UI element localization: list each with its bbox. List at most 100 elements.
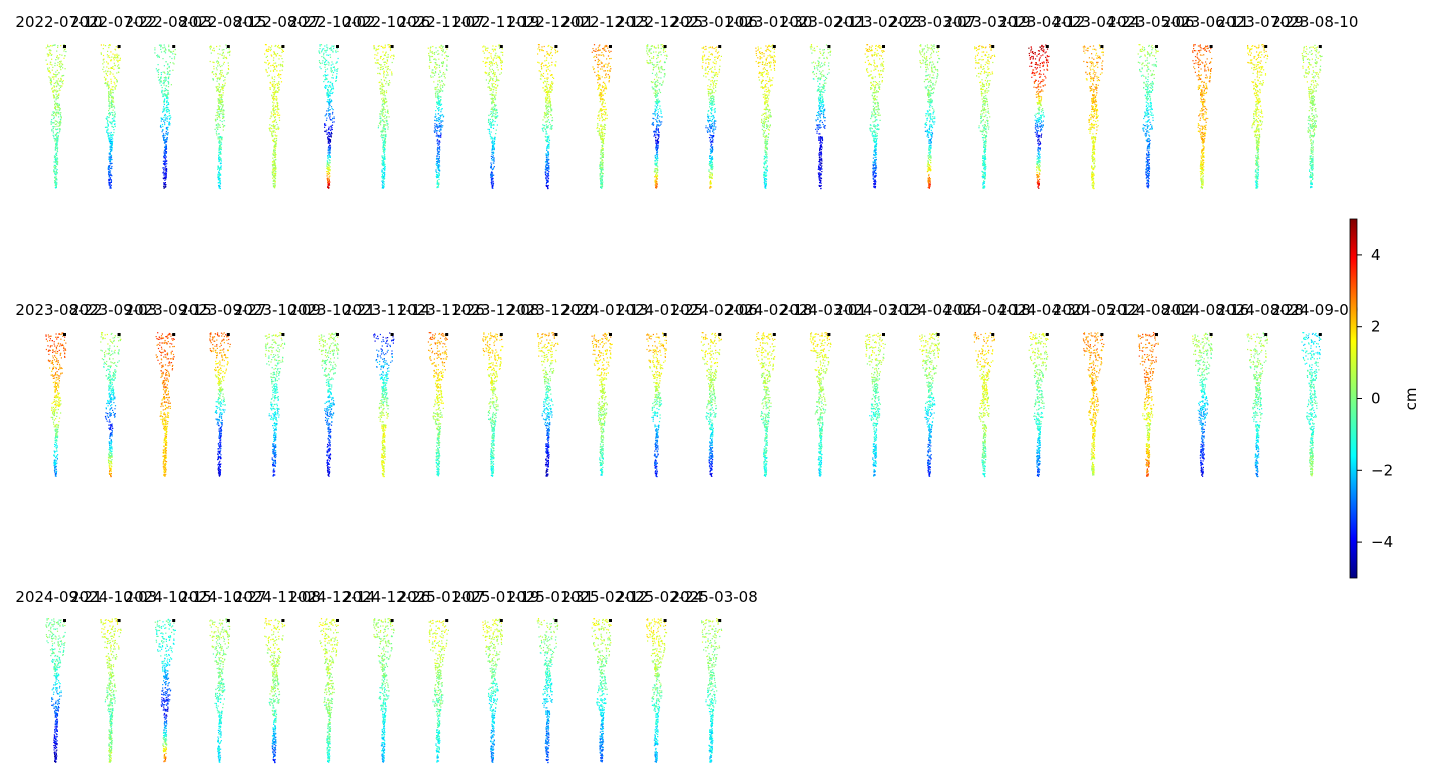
- reference-point-marker: [1209, 45, 1213, 48]
- panel-points: [537, 44, 559, 190]
- panel-points: [318, 332, 340, 477]
- reference-point-marker: [117, 45, 121, 48]
- map-panel: 2023-02-11: [780, 13, 867, 190]
- panel-title: 2022-08-03: [125, 13, 212, 31]
- map-panel: 2023-09-15: [125, 301, 212, 477]
- panel-title: 2023-03-07: [889, 13, 976, 31]
- reference-point-marker: [336, 45, 339, 48]
- reference-point-marker: [827, 333, 831, 336]
- reference-point-marker: [336, 619, 339, 622]
- map-panel: 2023-12-20: [507, 301, 594, 477]
- map-panel: 2024-11-08: [234, 588, 321, 764]
- reference-point-marker: [554, 333, 558, 336]
- reference-point-marker: [609, 45, 612, 48]
- map-panel: 2024-02-06: [671, 301, 758, 477]
- panel-title: 2022-07-10: [15, 13, 102, 31]
- panel-points: [1192, 44, 1213, 189]
- map-panel: 2024-09-09: [1271, 301, 1358, 477]
- panel-title: 2023-11-26: [398, 301, 485, 319]
- map-panel: 2022-10-26: [343, 13, 430, 189]
- panel-title: 2022-10-26: [343, 13, 430, 31]
- panel-title: 2022-11-19: [452, 13, 539, 31]
- map-panel: 2025-02-12: [561, 588, 649, 763]
- reference-point-marker: [663, 619, 667, 622]
- reference-point-marker: [445, 45, 449, 48]
- map-panel: 2025-01-19: [452, 588, 539, 763]
- map-panel: 2023-04-12: [998, 13, 1085, 189]
- reference-point-marker: [499, 619, 503, 622]
- map-panel: 2024-04-30: [998, 301, 1085, 477]
- panel-points: [646, 332, 667, 478]
- panel-points: [427, 332, 448, 477]
- panel-points: [482, 332, 504, 477]
- reference-point-marker: [445, 619, 449, 622]
- map-panel: 2023-08-22: [15, 301, 103, 477]
- map-panel: 2023-03-19: [944, 13, 1031, 189]
- reference-point-marker: [936, 45, 940, 48]
- panel-title: 2023-04-12: [998, 13, 1085, 31]
- colorbar-tick-label: 4: [1371, 246, 1381, 264]
- reference-point-marker: [772, 45, 776, 48]
- reference-point-marker: [390, 45, 394, 48]
- panel-points: [209, 332, 231, 477]
- map-panel: 2023-04-24: [1053, 13, 1140, 190]
- panel-title: 2023-02-23: [834, 13, 921, 31]
- panel-title: 2024-09-21: [15, 588, 102, 606]
- panel-title: 2022-10-02: [288, 13, 375, 31]
- panel-points: [428, 619, 449, 763]
- panel-title: 2024-09-09: [1271, 301, 1358, 319]
- reference-point-marker: [390, 333, 394, 336]
- panel-points: [318, 44, 339, 189]
- reference-point-marker: [63, 619, 66, 622]
- panel-title: 2024-05-12: [1053, 301, 1140, 319]
- panel-title: 2023-08-22: [15, 301, 102, 319]
- colorbar-tick-label: −2: [1371, 461, 1393, 479]
- map-panel: 2022-08-15: [179, 13, 266, 190]
- panel-title: 2024-01-25: [616, 301, 703, 319]
- panel-title: 2024-04-06: [889, 301, 976, 319]
- panel-points: [264, 44, 285, 189]
- reference-point-marker: [390, 619, 394, 622]
- reference-point-marker: [554, 619, 558, 622]
- panel-points: [974, 44, 996, 189]
- panel-points: [154, 618, 176, 763]
- panel-title: 2023-01-30: [725, 13, 812, 31]
- map-panel: 2023-03-07: [889, 13, 976, 189]
- panel-points: [1192, 332, 1213, 477]
- map-panel: 2024-09-21: [15, 588, 103, 763]
- panel-points: [100, 44, 121, 189]
- panel-title: 2025-01-31: [507, 588, 594, 606]
- map-panel: 2023-06-11: [1162, 13, 1249, 189]
- panel-title: 2023-10-21: [288, 301, 375, 319]
- panel-title: 2023-10-09: [234, 301, 321, 319]
- map-panel: 2024-12-26: [343, 588, 430, 763]
- map-panel: 2023-10-21: [288, 301, 376, 477]
- panel-points: [809, 332, 832, 477]
- reference-point-marker: [172, 619, 176, 622]
- map-panel: 2025-03-08: [671, 588, 758, 763]
- reference-point-marker: [63, 333, 66, 336]
- map-panel: 2022-11-07: [398, 13, 485, 189]
- map-panel: 2023-10-09: [234, 301, 321, 477]
- panel-points: [1028, 44, 1050, 189]
- colorbar: 4 2 0 −2 −4 cm: [1349, 218, 1420, 579]
- panel-points: [919, 332, 940, 477]
- reference-point-marker: [1209, 333, 1213, 336]
- panel-points: [373, 332, 395, 478]
- map-panel: 2023-11-26: [398, 301, 485, 477]
- reference-point-marker: [609, 333, 612, 336]
- map-panel: 2022-12-13: [561, 13, 649, 189]
- panel-points: [1246, 332, 1268, 478]
- reference-point-marker: [663, 45, 667, 48]
- map-panel: 2022-12-25: [616, 13, 703, 189]
- panel-title: 2024-10-15: [125, 588, 212, 606]
- reference-point-marker: [1100, 45, 1104, 48]
- reference-point-marker: [936, 333, 940, 336]
- map-panel: 2025-01-31: [507, 588, 594, 764]
- panel-title: 2023-12-08: [452, 301, 539, 319]
- reference-point-marker: [772, 333, 776, 336]
- panel-title: 2025-01-07: [398, 588, 485, 606]
- panel-points: [45, 44, 67, 189]
- map-panel: 2024-12-14: [288, 588, 376, 763]
- panel-points: [646, 44, 668, 189]
